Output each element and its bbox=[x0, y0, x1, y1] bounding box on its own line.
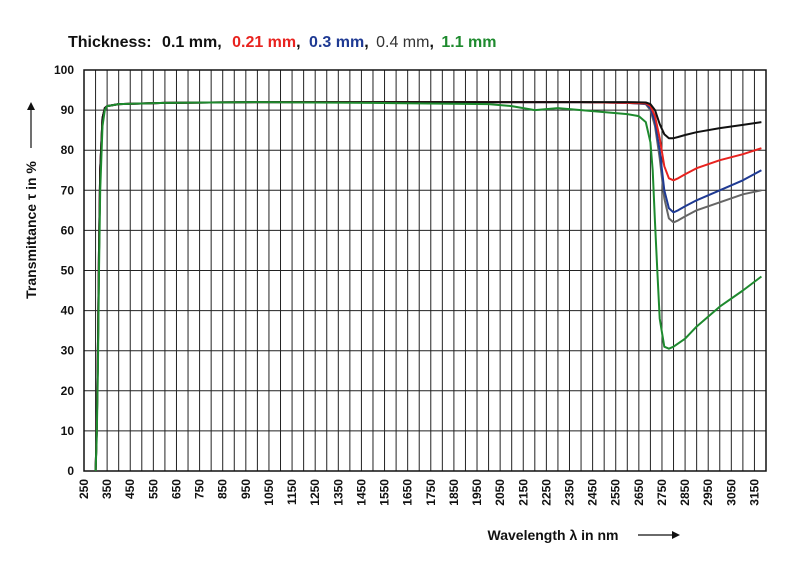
y-tick-label: 20 bbox=[61, 384, 75, 398]
x-tick-label: 1650 bbox=[401, 479, 415, 506]
y-tick-label: 0 bbox=[67, 464, 74, 478]
x-tick-label: 750 bbox=[193, 479, 207, 499]
y-tick-label: 60 bbox=[61, 223, 75, 237]
y-axis-label: Transmittance τ in % bbox=[23, 161, 39, 299]
y-axis-label-group: Transmittance τ in % bbox=[23, 102, 39, 299]
x-tick-label: 1050 bbox=[262, 479, 276, 506]
plot-frame bbox=[83, 69, 767, 472]
x-tick-label: 250 bbox=[77, 479, 91, 499]
y-tick-label: 30 bbox=[61, 344, 75, 358]
x-tick-label: 1450 bbox=[354, 479, 368, 506]
x-tick-label: 2350 bbox=[562, 479, 576, 506]
legend-entry-0.4mm: 0.4 mm bbox=[376, 34, 429, 51]
series-line-1.1mm bbox=[94, 101, 763, 472]
x-tick-label: 3150 bbox=[747, 479, 761, 506]
legend-separator: , bbox=[296, 34, 300, 51]
y-tick-label: 90 bbox=[61, 103, 75, 117]
y-tick-label: 80 bbox=[61, 143, 75, 157]
x-tick-label: 1850 bbox=[447, 479, 461, 506]
x-tick-label: 2050 bbox=[493, 479, 507, 506]
x-tick-label: 1550 bbox=[378, 479, 392, 506]
legend-entry-0.1mm: 0.1 mm bbox=[162, 34, 217, 51]
y-tick-label: 100 bbox=[54, 63, 74, 77]
y-tick-label: 10 bbox=[61, 424, 75, 438]
legend-separator: , bbox=[364, 34, 368, 51]
x-tick-label: 1150 bbox=[285, 479, 299, 505]
y-tick-label: 50 bbox=[61, 264, 75, 278]
x-tick-label: 3050 bbox=[724, 479, 738, 506]
x-tick-label: 2450 bbox=[586, 479, 600, 506]
x-tick-label: 350 bbox=[100, 479, 114, 499]
x-tick-label: 2550 bbox=[609, 479, 623, 506]
x-tick-label: 2950 bbox=[701, 479, 715, 506]
x-tick-label: 550 bbox=[146, 479, 160, 499]
x-tick-label: 850 bbox=[216, 479, 230, 499]
x-tick-label: 2850 bbox=[678, 479, 692, 506]
grid bbox=[83, 69, 767, 472]
y-tick-labels: 0 10 20 30 40 50 60 70 80 90 100 bbox=[54, 63, 74, 478]
series-lines bbox=[94, 101, 763, 472]
x-tick-label: 1750 bbox=[424, 479, 438, 506]
x-tick-label: 2750 bbox=[655, 479, 669, 506]
legend-separator: , bbox=[429, 34, 433, 51]
x-axis-label: Wavelength λ in nm bbox=[488, 527, 619, 543]
y-tick-label: 70 bbox=[61, 183, 75, 197]
x-tick-label: 2150 bbox=[516, 479, 530, 506]
y-axis-arrowhead bbox=[27, 102, 35, 110]
x-tick-label: 950 bbox=[239, 479, 253, 499]
legend-title: Thickness: 0.1 mm, 0.21 mm, 0.3 mm, 0.4 … bbox=[68, 34, 496, 51]
x-tick-label: 1350 bbox=[331, 479, 345, 506]
x-tick-labels: 250 350 450 550 650 750 850 950 1050 1150 1250 1350… bbox=[77, 479, 761, 506]
legend-entry-0.3mm: 0.3 mm bbox=[309, 34, 364, 51]
legend-entry-1.1mm: 1.1 mm bbox=[441, 34, 496, 51]
x-axis-arrowhead bbox=[672, 531, 680, 539]
legend-entry-0.21mm: 0.21 mm bbox=[232, 34, 296, 51]
x-tick-label: 1250 bbox=[308, 479, 322, 506]
legend-prefix: Thickness: bbox=[68, 34, 152, 51]
x-tick-label: 1950 bbox=[470, 479, 484, 506]
y-tick-label: 40 bbox=[61, 304, 75, 318]
legend-separator: , bbox=[217, 34, 221, 51]
x-tick-label: 450 bbox=[123, 479, 137, 499]
x-tick-label: 2650 bbox=[632, 479, 646, 506]
x-tick-label: 650 bbox=[169, 479, 183, 499]
x-tick-label: 2250 bbox=[539, 479, 553, 506]
